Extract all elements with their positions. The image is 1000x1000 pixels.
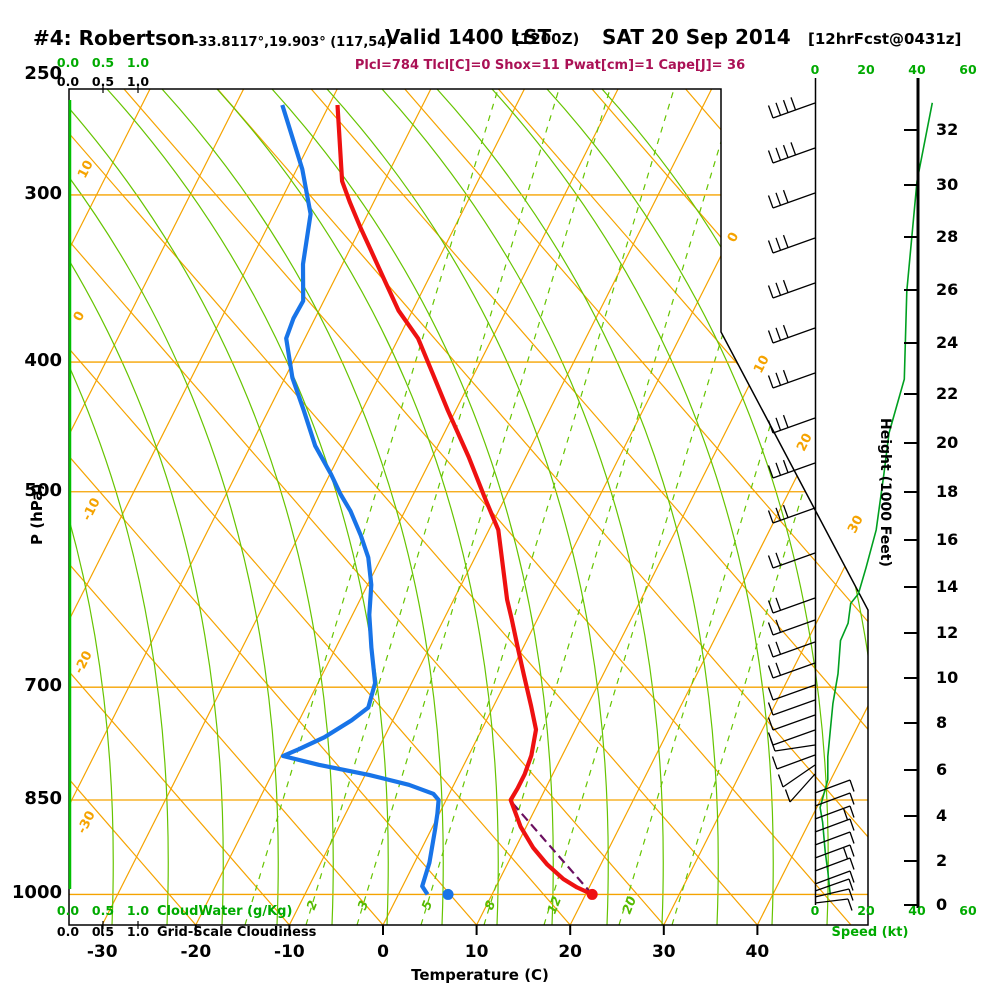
height-tick-label: 18 xyxy=(936,482,959,501)
temperature-curve xyxy=(335,104,594,897)
station-coords: -33.8117°,19.903° (117,54) xyxy=(193,35,393,50)
cloudiness-scale-top: 0.5 xyxy=(91,74,115,89)
pressure-tick-label: 250 xyxy=(24,63,62,84)
height-tick-label: 32 xyxy=(936,120,959,139)
height-axis-title: Height (1000 Feet) xyxy=(877,418,893,567)
cloudiness-scale-top: 1.0 xyxy=(126,74,150,89)
parcel-path xyxy=(508,799,594,896)
wind-speed-profile xyxy=(819,102,934,896)
surface-temp-dot xyxy=(586,888,598,900)
temp-tick-label: -30 xyxy=(86,942,118,962)
temp-tick-label: -20 xyxy=(180,942,212,962)
cloudwater-scale-top: 1.0 xyxy=(126,55,150,70)
cloudiness-scale-bottom: 0.5 xyxy=(91,924,115,939)
cloudwater-axis-title: CloudWater (g/Kg) xyxy=(157,904,293,919)
temp-axis-title: Temperature (C) xyxy=(411,966,549,984)
temp-tick-label: -10 xyxy=(274,942,305,962)
pressure-tick-label: 700 xyxy=(24,675,62,697)
speed-tick-label-top: 20 xyxy=(857,62,875,77)
plot-frame xyxy=(68,88,869,926)
height-tick-label: 22 xyxy=(936,384,959,403)
speed-tick-label-top: 40 xyxy=(908,62,926,77)
temp-tick-label: 10 xyxy=(464,942,489,962)
pressure-tick-label: 500 xyxy=(24,479,62,501)
height-tick-label: 28 xyxy=(936,227,959,246)
cloudwater-scale-bottom: 0.5 xyxy=(91,903,115,918)
valid-zulu: (1200Z) xyxy=(513,30,580,48)
grid-lines xyxy=(69,89,868,925)
valid-date: SAT 20 Sep 2014 xyxy=(602,25,791,49)
cloudwater-scale-bottom: 1.0 xyxy=(126,903,150,918)
height-tick-label: 0 xyxy=(936,895,948,914)
pressure-tick-label: 850 xyxy=(24,788,62,809)
cloudiness-scale-bottom: 1.0 xyxy=(126,924,150,939)
speed-tick-label-bottom: 40 xyxy=(908,903,926,918)
cloudiness-scale-bottom: 0.0 xyxy=(56,924,80,939)
height-tick-label: 2 xyxy=(936,851,948,870)
temp-tick-label: 20 xyxy=(558,942,583,962)
pressure-tick-label: 400 xyxy=(24,350,62,372)
height-tick-label: 14 xyxy=(936,577,959,596)
height-tick-label: 30 xyxy=(936,175,959,194)
height-tick-label: 12 xyxy=(936,623,959,642)
height-tick-label: 4 xyxy=(936,806,948,825)
height-tick-label: 26 xyxy=(936,280,959,299)
pressure-tick-label: 300 xyxy=(24,182,62,204)
valid-time: Valid 1400 LST xyxy=(385,25,552,49)
temp-tick-label: 0 xyxy=(377,942,389,962)
speed-tick-label-bottom: 0 xyxy=(810,903,820,918)
stability-indices: Plcl=784 Tlcl[C]=0 Shox=11 Pwat[cm]=1 Ca… xyxy=(354,58,746,73)
wind-barbs xyxy=(767,97,855,911)
cloudwater-scale-top: 0.5 xyxy=(91,55,115,70)
height-tick-label: 16 xyxy=(936,530,959,549)
speed-tick-label-bottom: 20 xyxy=(857,903,875,918)
height-tick-label: 10 xyxy=(936,668,959,687)
speed-tick-label-top: 0 xyxy=(810,62,820,77)
height-tick-label: 24 xyxy=(936,333,959,352)
cloudiness-scale-top: 0.0 xyxy=(56,74,80,89)
surface-dewpoint-dot xyxy=(442,888,454,900)
speed-axis-title: Speed (kt) xyxy=(831,925,909,940)
speed-tick-label-bottom: 60 xyxy=(959,903,977,918)
temp-tick-label: 40 xyxy=(745,942,770,962)
speed-tick-label-top: 60 xyxy=(959,62,977,77)
height-tick-label: 8 xyxy=(936,713,948,732)
temp-tick-label: 30 xyxy=(651,942,676,962)
pressure-tick-label: 1000 xyxy=(11,882,62,904)
cloudwater-scale-top: 0.0 xyxy=(56,55,80,70)
forecast-tag: [12hrFcst@0431z] xyxy=(808,30,962,48)
height-tick-label: 20 xyxy=(936,433,959,452)
cloudwater-scale-bottom: 0.0 xyxy=(56,903,80,918)
dewpoint-curve xyxy=(280,104,441,896)
station-title: #4: Robertson xyxy=(33,26,195,50)
height-tick-label: 6 xyxy=(936,760,948,779)
cloudiness-axis-title: Grid-Scale Cloudiness xyxy=(157,925,317,940)
